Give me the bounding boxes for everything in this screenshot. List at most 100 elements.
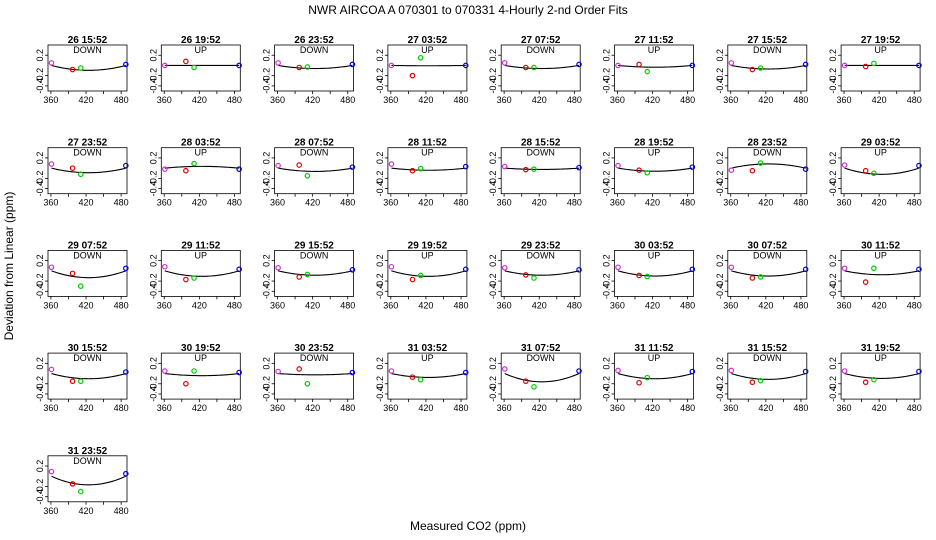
data-point — [304, 271, 311, 278]
y-tick-label: -0.4 — [488, 181, 498, 197]
y-tick-label: 0.2 — [35, 357, 45, 370]
data-point — [304, 64, 311, 70]
x-tick-label: 360 — [157, 403, 172, 413]
y-tick-label: -0.4 — [262, 78, 272, 94]
y-tick-label: -0.2 — [715, 376, 725, 392]
data-point — [162, 62, 168, 69]
data-point — [728, 264, 735, 271]
panel-title: 29 19:52 — [408, 240, 448, 251]
data-point — [576, 61, 582, 68]
y-tick-label: 0.2 — [35, 152, 45, 165]
fit-direction: DOWN — [526, 250, 555, 260]
panel-title: 31 03:52 — [408, 343, 448, 354]
panel-title: 28 11:52 — [408, 138, 447, 149]
x-tick-label: 480 — [907, 403, 922, 413]
fit-direction: DOWN — [753, 148, 782, 158]
data-point — [531, 384, 537, 390]
fit-curve — [277, 270, 353, 276]
fit-direction: DOWN — [300, 148, 329, 158]
data-point — [862, 167, 869, 174]
x-tick-label: 420 — [79, 300, 94, 310]
x-tick-label: 360 — [383, 300, 398, 310]
x-tick-label: 360 — [723, 198, 738, 208]
data-point — [802, 266, 809, 273]
plot-frame — [840, 249, 921, 297]
x-tick-label: 360 — [383, 198, 398, 208]
x-tick-label: 360 — [837, 198, 852, 208]
y-tick-label: 0.2 — [602, 254, 612, 267]
plot-frame — [160, 44, 241, 92]
fit-direction: DOWN — [753, 353, 782, 363]
data-point — [871, 265, 877, 272]
data-point — [728, 167, 735, 173]
panel-title: 31 07:52 — [521, 343, 561, 354]
y-tick-label: 0.2 — [148, 152, 158, 165]
fit-curve — [844, 270, 920, 276]
y-tick-label: -0.4 — [602, 284, 612, 300]
y-tick-label: 0.2 — [488, 49, 498, 62]
x-tick-label: 360 — [157, 95, 172, 105]
data-point — [576, 368, 582, 374]
plot-frame — [614, 249, 694, 297]
panel-title: 29 11:52 — [181, 240, 220, 251]
plot-frame — [500, 147, 581, 195]
x-tick-label: 420 — [872, 403, 887, 413]
x-tick-label: 360 — [837, 403, 852, 413]
y-tick-label: -0.4 — [828, 284, 838, 300]
x-tick-label: 360 — [497, 300, 512, 310]
data-point — [69, 378, 76, 385]
panel-title: 26 15:52 — [68, 35, 108, 46]
plot-frame — [387, 44, 468, 92]
data-point — [689, 368, 696, 375]
x-tick-label: 420 — [192, 198, 207, 208]
plot-frame — [387, 147, 468, 195]
fit-curve — [617, 167, 693, 172]
y-tick-label: -0.4 — [375, 181, 385, 197]
x-tick-label: 480 — [454, 300, 469, 310]
x-tick-label: 420 — [192, 300, 207, 310]
x-tick-label: 480 — [907, 300, 922, 310]
fit-direction: UP — [195, 353, 208, 363]
y-tick-label: -0.4 — [715, 78, 725, 94]
fit-curve — [278, 167, 353, 172]
data-point — [501, 60, 508, 66]
x-tick-label: 360 — [43, 198, 58, 208]
x-tick-label: 360 — [610, 403, 625, 413]
y-tick-label: -0.2 — [148, 376, 158, 392]
x-tick-label: 480 — [793, 95, 808, 105]
fit-direction: DOWN — [300, 250, 329, 260]
data-point — [644, 374, 651, 381]
fit-curve — [164, 270, 240, 277]
data-point — [296, 64, 302, 71]
panel-title: 30 19:52 — [181, 343, 221, 354]
fit-direction: UP — [874, 250, 887, 260]
x-tick-label: 420 — [418, 198, 433, 208]
y-tick-label: -0.2 — [715, 68, 725, 84]
x-tick-label: 420 — [418, 95, 433, 105]
panel-title: 29 03:52 — [861, 138, 901, 149]
data-point — [349, 164, 356, 170]
plot-frame — [160, 249, 241, 297]
plot-frame — [500, 352, 581, 400]
plot-frame — [727, 44, 808, 92]
data-point — [275, 162, 281, 169]
y-tick-label: 0.2 — [35, 49, 45, 62]
y-tick-label: -0.2 — [375, 273, 385, 289]
y-tick-label: -0.4 — [488, 78, 498, 94]
x-tick-label: 420 — [305, 300, 320, 310]
fit-direction: DOWN — [73, 45, 102, 55]
y-tick-label: -0.4 — [375, 386, 385, 402]
fit-direction: DOWN — [73, 148, 102, 158]
panel-title: 30 07:52 — [748, 240, 788, 251]
